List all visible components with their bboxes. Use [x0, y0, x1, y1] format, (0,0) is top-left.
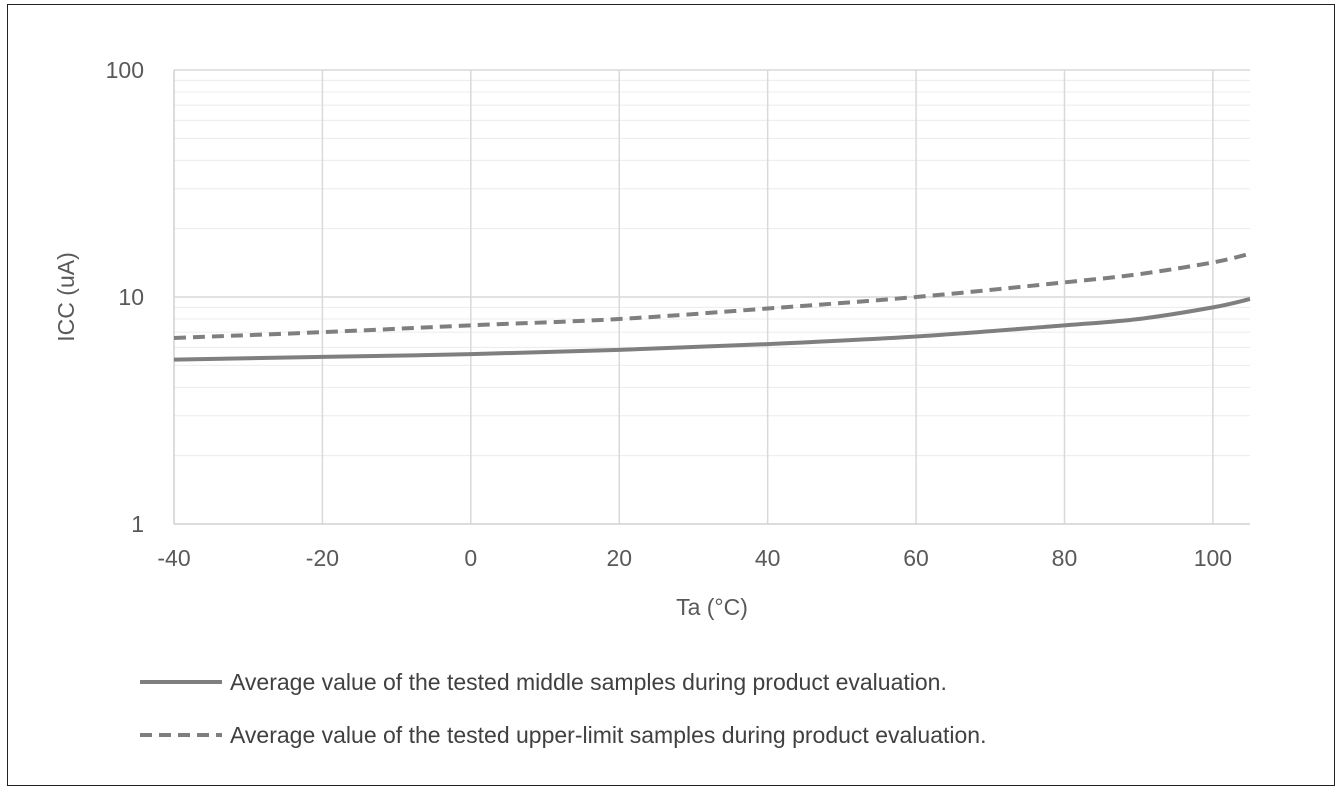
y-tick-label: 10: [118, 284, 144, 310]
x-tick-labels: -40 -20 0 20 40 60 80 100: [157, 545, 1232, 571]
minor-gridlines: [174, 79, 1250, 457]
y-tick-label: 100: [106, 57, 144, 83]
x-tick-label: -20: [306, 545, 339, 571]
series-line-upper-limit: [173, 251, 1251, 340]
chart-frame: [7, 4, 1335, 786]
series-layer: [173, 251, 1251, 362]
x-tick-label: 60: [903, 545, 929, 571]
series-line-middle: [173, 297, 1251, 362]
x-tick-label: 80: [1052, 545, 1078, 571]
x-axis-title: Ta (°C): [676, 594, 748, 620]
x-tick-label: -40: [157, 545, 190, 571]
legend-label: Average value of the tested upper-limit …: [230, 722, 986, 748]
x-tick-label: 20: [606, 545, 632, 571]
x-tick-label: 100: [1194, 545, 1232, 571]
legend-label: Average value of the tested middle sampl…: [230, 669, 947, 695]
y-axis-title: ICC (uA): [53, 252, 79, 341]
y-tick-labels: 1 10 100: [106, 57, 144, 537]
legend: Average value of the tested middle sampl…: [140, 669, 986, 748]
x-tick-label: 40: [755, 545, 781, 571]
axes: [173, 70, 1250, 525]
major-gridlines: [174, 69, 1250, 524]
x-tick-label: 0: [464, 545, 477, 571]
y-tick-label: 1: [131, 511, 144, 537]
